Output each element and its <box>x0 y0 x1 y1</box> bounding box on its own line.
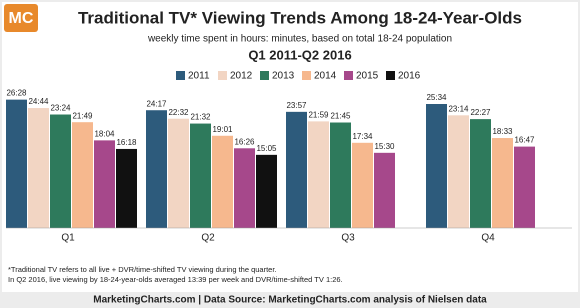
value-label: 23:57 <box>286 101 307 110</box>
subtitle: weekly time spent in hours: minutes, bas… <box>147 34 452 45</box>
value-label: 18:04 <box>94 129 115 138</box>
bar <box>308 121 329 228</box>
value-label: 18:33 <box>492 127 513 136</box>
x-tick-label: Q3 <box>341 233 355 244</box>
legend-swatch <box>260 71 269 80</box>
bar <box>168 118 189 228</box>
value-label: 21:32 <box>190 113 211 122</box>
value-label: 26:28 <box>6 89 27 98</box>
logo: MC <box>9 10 34 27</box>
value-label: 23:14 <box>448 104 469 113</box>
bar <box>514 146 535 228</box>
bar <box>212 135 233 228</box>
x-tick-label: Q1 <box>61 233 75 244</box>
bar <box>352 142 373 228</box>
period: Q1 2011-Q2 2016 <box>248 47 351 62</box>
legend-label: 2016 <box>398 71 421 82</box>
bar <box>470 119 491 228</box>
bar <box>256 154 277 228</box>
bar <box>190 123 211 228</box>
bar <box>448 115 469 228</box>
value-label: 21:59 <box>308 110 329 119</box>
bar <box>286 111 307 228</box>
logo-box <box>4 4 38 32</box>
legend-swatch <box>218 71 227 80</box>
value-label: 15:30 <box>374 142 395 151</box>
x-tick-label: Q2 <box>201 233 215 244</box>
legend-swatch <box>344 71 353 80</box>
legend-label: 2014 <box>314 71 337 82</box>
bar <box>234 148 255 228</box>
bar <box>146 110 167 228</box>
value-label: 22:32 <box>168 108 189 117</box>
footnote: In Q2 2016, live viewing by 18-24-year-o… <box>8 275 343 284</box>
bar <box>116 148 137 228</box>
bar <box>94 140 115 228</box>
bar <box>492 138 513 228</box>
value-label: 15:05 <box>256 144 277 153</box>
value-label: 23:24 <box>50 104 71 113</box>
x-tick-label: Q4 <box>481 233 495 244</box>
value-label: 21:45 <box>330 112 351 121</box>
value-label: 17:34 <box>352 132 373 141</box>
bar <box>426 104 447 228</box>
legend-label: 2012 <box>230 71 253 82</box>
legend-swatch <box>302 71 311 80</box>
value-label: 22:27 <box>470 108 491 117</box>
bar <box>374 152 395 228</box>
legend-swatch <box>176 71 185 80</box>
bar <box>28 108 49 228</box>
value-label: 21:49 <box>72 111 93 120</box>
legend-label: 2015 <box>356 71 379 82</box>
footnote: *Traditional TV refers to all live + DVR… <box>8 265 277 274</box>
bar <box>50 114 71 228</box>
chart-title: Traditional TV* Viewing Trends Among 18-… <box>78 8 522 27</box>
bar <box>72 122 93 228</box>
value-label: 25:34 <box>426 93 447 102</box>
value-label: 24:17 <box>146 99 167 108</box>
source: MarketingCharts.com | Data Source: Marke… <box>93 295 487 306</box>
legend-swatch <box>386 71 395 80</box>
legend-label: 2011 <box>188 71 210 82</box>
bar <box>6 99 27 228</box>
value-label: 24:44 <box>28 97 49 106</box>
value-label: 16:18 <box>116 138 137 147</box>
bar <box>330 122 351 228</box>
value-label: 16:26 <box>234 137 255 146</box>
legend-label: 2013 <box>272 71 295 82</box>
value-label: 16:47 <box>514 136 535 145</box>
value-label: 19:01 <box>212 125 233 134</box>
